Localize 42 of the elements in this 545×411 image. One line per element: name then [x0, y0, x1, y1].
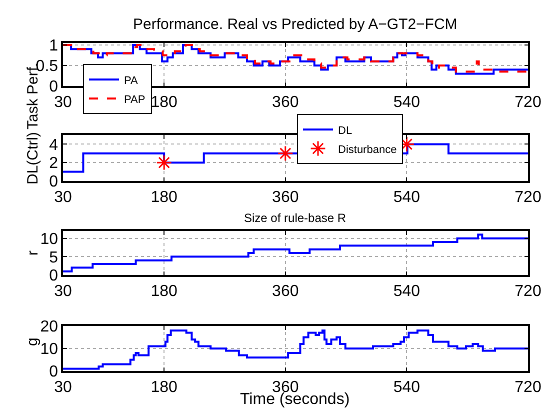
y-tick-label: 20 [40, 318, 58, 336]
y-axis-title: r [24, 250, 42, 256]
x-tick-label: 720 [514, 282, 542, 300]
chart-title: Performance. Real vs Predicted by A−GT2−FCM [133, 16, 458, 33]
y-tick-label: 10 [40, 341, 58, 358]
x-tick-label: 180 [150, 188, 178, 206]
x-tick-label: 360 [272, 94, 299, 111]
x-tick-label: 360 [272, 282, 299, 300]
x-tick-label: 30 [54, 378, 72, 396]
legend-label: DL [338, 124, 352, 137]
x-tick-label: 720 [514, 378, 542, 396]
y-tick-label: 2 [49, 155, 58, 172]
x-tick-label: 540 [393, 378, 420, 396]
chart-title: Size of rule-base R [244, 211, 346, 225]
x-axis-title: Time (seconds) [240, 391, 350, 408]
y-tick-label: 0 [49, 268, 58, 285]
y-axis-title: g [24, 338, 41, 346]
x-tick-label: 30 [54, 94, 72, 111]
y-tick-label: 5 [49, 249, 58, 266]
x-tick-label: 180 [150, 282, 178, 300]
x-tick-label: 180 [150, 94, 178, 111]
y-axis-title: DL(Ctrl) [24, 132, 42, 184]
x-tick-label: 540 [393, 188, 420, 206]
x-tick-label: 540 [393, 94, 420, 111]
legend-label: PA [124, 74, 139, 87]
x-tick-label: 30 [54, 282, 72, 300]
x-tick-label: 180 [150, 378, 178, 396]
y-tick-label: 10 [40, 230, 58, 248]
point [277, 145, 294, 162]
y-tick-label: 1 [49, 38, 58, 55]
x-tick-label: 360 [272, 188, 299, 206]
point [156, 154, 172, 171]
y-tick-label: 0 [49, 364, 58, 381]
x-tick-label: 30 [54, 188, 72, 206]
legend-label: Disturbance [338, 144, 397, 156]
y-tick-label: 4 [49, 136, 58, 154]
y-tick-label: 0 [49, 174, 58, 191]
legend-label: PAP [124, 94, 146, 106]
x-tick-label: 540 [393, 282, 420, 300]
x-tick-label: 720 [514, 188, 542, 206]
x-tick-label: 720 [514, 94, 542, 111]
y-tick-label: 0 [49, 78, 58, 96]
